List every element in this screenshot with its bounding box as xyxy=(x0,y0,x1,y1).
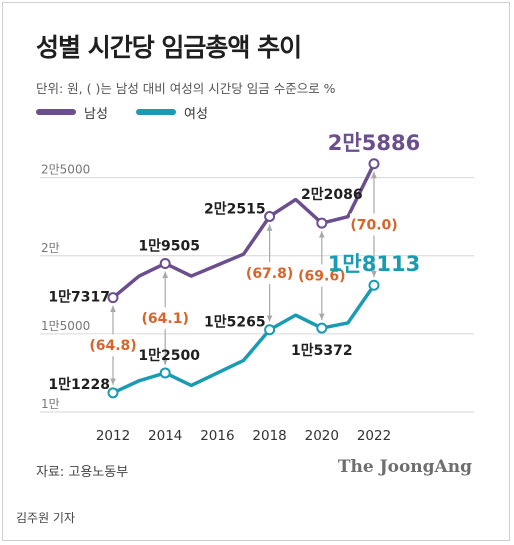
y-tick-label: 1만 xyxy=(41,397,60,411)
point-label: 2만2086 xyxy=(301,187,363,203)
x-tick-label: 2022 xyxy=(357,428,391,444)
byline: 김주원 기자 xyxy=(16,511,76,525)
x-tick-label: 2016 xyxy=(200,428,234,444)
point-label: 1만7317 xyxy=(48,290,110,306)
data-point-marker xyxy=(368,279,380,291)
chart-title: 성별 시간당 임금총액 추이 xyxy=(36,33,302,62)
data-point-marker xyxy=(159,367,171,379)
data-point-marker xyxy=(264,324,276,336)
legend-item-male: 남성 xyxy=(36,101,108,123)
data-point-marker xyxy=(107,387,119,399)
legend-swatch-male xyxy=(36,109,76,115)
legend-swatch-female xyxy=(136,109,176,115)
point-label: 1만1228 xyxy=(48,377,110,393)
legend-label-female: 여성 xyxy=(184,106,208,122)
chart-frame xyxy=(2,2,510,541)
point-label: 1만2500 xyxy=(138,348,200,364)
ratio-label-bg xyxy=(245,262,294,285)
ratio-label: (64.8) xyxy=(89,338,136,354)
legend-item-female: 여성 xyxy=(136,101,208,123)
data-point-marker xyxy=(264,210,276,222)
data-point-marker xyxy=(368,158,380,170)
data-point-marker xyxy=(107,292,119,304)
point-label: 1만5372 xyxy=(291,343,353,359)
ratio-label: (69.6) xyxy=(298,269,345,285)
x-tick-label: 2012 xyxy=(96,428,130,444)
ratio-label: (70.0) xyxy=(350,218,397,234)
chart-subtitle: 단위: 원, ( )는 남성 대비 여성의 시간당 임금 수준으로 % xyxy=(36,81,336,96)
ratio-label-bg xyxy=(89,334,137,357)
legend-label-male: 남성 xyxy=(84,106,108,122)
ratio-label: (67.8) xyxy=(246,266,293,282)
ratio-label-bg xyxy=(297,264,346,287)
y-tick-label: 1만5000 xyxy=(41,319,90,333)
data-point-marker xyxy=(159,257,171,269)
x-tick-label: 2018 xyxy=(252,428,286,444)
ratio-label-bg xyxy=(350,213,398,236)
ratio-label-bg xyxy=(141,307,190,330)
ratio-label: (64.1) xyxy=(142,311,189,327)
x-tick-label: 2014 xyxy=(148,428,182,444)
point-label-final: 1만8113 xyxy=(328,252,420,276)
y-tick-label: 2만 xyxy=(41,241,60,255)
point-label: 1만9505 xyxy=(138,238,200,254)
series-line-male xyxy=(111,162,376,300)
series-line-female xyxy=(111,283,376,395)
y-tick-label: 2만5000 xyxy=(41,163,90,177)
x-tick-label: 2020 xyxy=(305,428,339,444)
point-label: 2만2515 xyxy=(204,201,266,217)
data-point-marker xyxy=(316,322,328,334)
data-point-marker xyxy=(316,217,328,229)
point-label: 1만5265 xyxy=(204,315,266,331)
source-note: 자료: 고용노동부 xyxy=(36,465,129,480)
brand-logo: The JoongAng xyxy=(337,457,472,477)
point-label-final: 2만5886 xyxy=(328,131,420,155)
